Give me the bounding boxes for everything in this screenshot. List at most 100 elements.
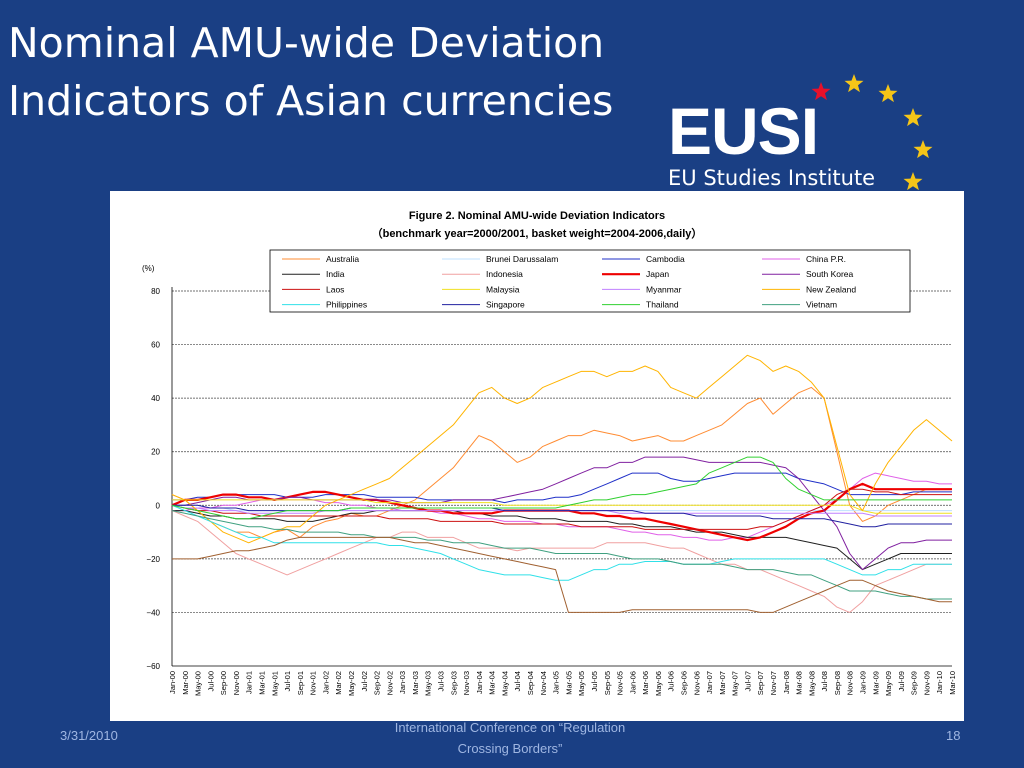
legend-label: Indonesia <box>486 269 523 279</box>
series-line-india <box>172 510 952 571</box>
footer-page-number: 18 <box>946 728 961 743</box>
logo-star-icon-1 <box>844 74 864 93</box>
x-tick-label: Jul-07 <box>743 671 752 691</box>
x-tick-label: Nov-01 <box>309 671 318 695</box>
x-tick-label: Mar-09 <box>871 671 880 695</box>
x-tick-label: Nov-08 <box>846 671 855 695</box>
logo-stars-icon <box>811 74 933 191</box>
x-tick-label: Mar-05 <box>564 671 573 695</box>
x-tick-label: Sep-05 <box>603 671 612 695</box>
slide-title: Nominal AMU-wide Deviation Indicators of… <box>8 14 728 130</box>
x-tick-label: May-03 <box>424 671 433 696</box>
legend-label: Malaysia <box>486 284 520 294</box>
x-tick-label: Mar-10 <box>948 671 957 695</box>
legend-label: South Korea <box>806 269 854 279</box>
x-tick-label: Jan-00 <box>168 671 177 694</box>
x-tick-label: Jan-08 <box>782 671 791 694</box>
series-line-malaysia <box>172 499 952 514</box>
series-line-cambodia <box>172 472 952 504</box>
logo-word: EUSI <box>668 94 819 168</box>
y-tick-label: −60 <box>146 662 160 671</box>
x-tick-label: Jan-09 <box>858 671 867 694</box>
legend-label: Cambodia <box>646 254 685 264</box>
x-tick-label: Sep-00 <box>219 671 228 695</box>
logo-subtitle: EU Studies Institute <box>668 166 876 190</box>
x-tick-label: Nov-04 <box>539 671 548 695</box>
x-tick-label: May-08 <box>807 671 816 696</box>
series-line-south-korea <box>172 456 952 571</box>
logo-star-icon-2 <box>878 84 898 103</box>
x-tick-label: Nov-06 <box>692 671 701 695</box>
legend-label: India <box>326 269 345 279</box>
series-line-new-zealand <box>171 354 953 544</box>
legend-label: New Zealand <box>806 284 856 294</box>
x-tick-label: Sep-01 <box>296 671 305 695</box>
x-tick-label: Jan-04 <box>475 671 484 694</box>
x-tick-label: Mar-03 <box>411 671 420 695</box>
x-tick-label: Jul-09 <box>897 671 906 691</box>
x-tick-label: Nov-07 <box>769 671 778 695</box>
footer-conference-line-1: International Conference on “Regulation <box>394 720 626 735</box>
x-tick-label: Nov-00 <box>232 671 241 695</box>
y-tick-label: 0 <box>156 501 161 510</box>
y-tick-label: 20 <box>151 448 160 457</box>
x-tick-label: Mar-01 <box>258 671 267 695</box>
y-tick-label: −40 <box>146 608 160 617</box>
x-tick-label: May-09 <box>884 671 893 696</box>
legend-box <box>269 249 911 313</box>
x-tick-label: Jul-02 <box>360 671 369 691</box>
legend-label: Singapore <box>486 300 525 310</box>
x-tick-label: Mar-06 <box>641 671 650 695</box>
legend-label: Brunei Darussalam <box>486 254 558 264</box>
series-line-japan <box>171 482 952 542</box>
chart-figure: Figure 2. Nominal AMU-wide Deviation Ind… <box>110 191 964 721</box>
y-axis-unit: (%) <box>142 264 155 273</box>
legend-label: Myanmar <box>646 284 682 294</box>
x-tick-label: Jul-04 <box>513 671 522 691</box>
y-tick-label: −20 <box>146 555 160 564</box>
x-tick-label: May-02 <box>347 671 356 696</box>
y-tick-label: 80 <box>151 287 160 296</box>
x-tick-label: Mar-04 <box>488 671 497 695</box>
x-tick-label: Jul-01 <box>283 671 292 691</box>
logo-star-icon-4 <box>913 140 933 159</box>
series-line-unnamed-16 <box>172 536 952 613</box>
x-tick-label: Jul-06 <box>667 671 676 691</box>
x-tick-label: Jul-08 <box>820 671 829 691</box>
x-tick-label: Jul-03 <box>437 671 446 691</box>
x-tick-label: Sep-03 <box>449 671 458 695</box>
x-tick-label: Nov-02 <box>385 671 394 695</box>
x-tick-label: Sep-09 <box>910 671 919 695</box>
x-tick-label: Jan-03 <box>398 671 407 694</box>
slide-title-line-2: Indicators of Asian currencies <box>8 77 614 125</box>
legend-label: Vietnam <box>806 300 837 310</box>
legend-label: Thailand <box>646 300 679 310</box>
x-tick-label: Mar-02 <box>334 671 343 695</box>
x-tick-label: Sep-04 <box>526 671 535 695</box>
chart-subtitle: （benchmark year=2000/2001, basket weight… <box>372 227 703 240</box>
x-tick-label: May-06 <box>654 671 663 696</box>
x-tick-label: May-01 <box>270 671 279 696</box>
x-tick-label: Jan-02 <box>321 671 330 694</box>
footer-date: 3/31/2010 <box>60 728 118 743</box>
x-tick-label: Nov-03 <box>462 671 471 695</box>
x-tick-label: Jan-05 <box>552 671 561 694</box>
logo-star-icon-3 <box>903 108 923 127</box>
x-tick-label: May-05 <box>577 671 586 696</box>
y-tick-label: 40 <box>151 394 160 403</box>
logo-star-icon-5 <box>903 172 923 191</box>
legend-label: Japan <box>646 269 669 279</box>
x-tick-label: May-00 <box>194 671 203 696</box>
x-tick-label: Sep-02 <box>373 671 382 695</box>
x-tick-label: Nov-09 <box>922 671 931 695</box>
x-tick-label: May-07 <box>731 671 740 696</box>
footer-conference: International Conference on “Regulation … <box>360 717 660 759</box>
legend-label: Australia <box>326 254 359 264</box>
logo-star-icon-0 <box>811 82 831 101</box>
legend-label: China P.R. <box>806 254 846 264</box>
x-tick-label: Jan-10 <box>935 671 944 694</box>
x-tick-label: Mar-08 <box>795 671 804 695</box>
series-line-indonesia <box>171 510 952 613</box>
series-line-vietnam <box>171 510 952 600</box>
chart-title: Figure 2. Nominal AMU-wide Deviation Ind… <box>409 210 665 222</box>
